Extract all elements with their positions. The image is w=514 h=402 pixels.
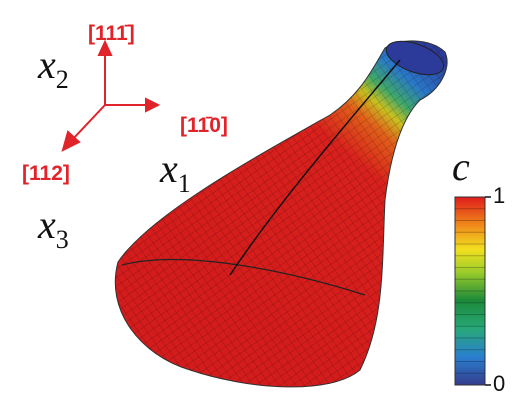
variable-label: x2 <box>37 42 69 94</box>
colorbar-label: c <box>452 144 470 189</box>
variable-label: x1 <box>159 146 191 198</box>
mesh-body <box>115 35 448 387</box>
variable-base: x <box>37 202 56 247</box>
triad <box>63 42 158 150</box>
colorbar-tick-label: 1 <box>493 183 505 208</box>
colorbar: c 0 1 <box>452 144 505 396</box>
variable-base: x <box>37 42 56 87</box>
figure: [111̄]x2[11̄0]x1[112]x3 c01 <box>0 0 514 402</box>
colorbar-tick-label: 0 <box>493 371 505 396</box>
direction-label: [112] <box>22 162 70 185</box>
variable-base: x <box>159 146 178 191</box>
variable-sub: 3 <box>56 225 69 254</box>
direction-label: [11̄0] <box>180 114 228 137</box>
direction-label: [111̄] <box>88 22 135 45</box>
variable-label: x3 <box>37 202 69 254</box>
variable-sub: 2 <box>56 65 69 94</box>
variable-sub: 1 <box>178 169 191 198</box>
